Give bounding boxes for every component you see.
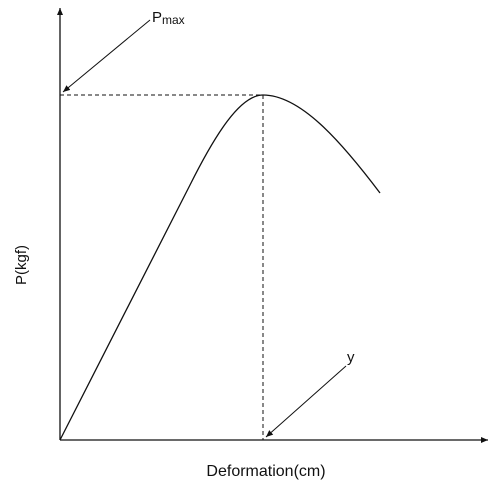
peak-load-symbol: P [152, 9, 162, 26]
peak-load-arrow [62, 19, 151, 93]
y-axis-label: P(kgf) [13, 245, 30, 285]
x-axis-label: Deformation(cm) [206, 463, 325, 480]
peak-load-subscript: max [162, 13, 185, 27]
deformation-arrow [265, 365, 347, 438]
peak-load-label: Pmax [152, 9, 185, 27]
deformation-label: y [347, 349, 355, 366]
load-curve [59, 94, 381, 441]
